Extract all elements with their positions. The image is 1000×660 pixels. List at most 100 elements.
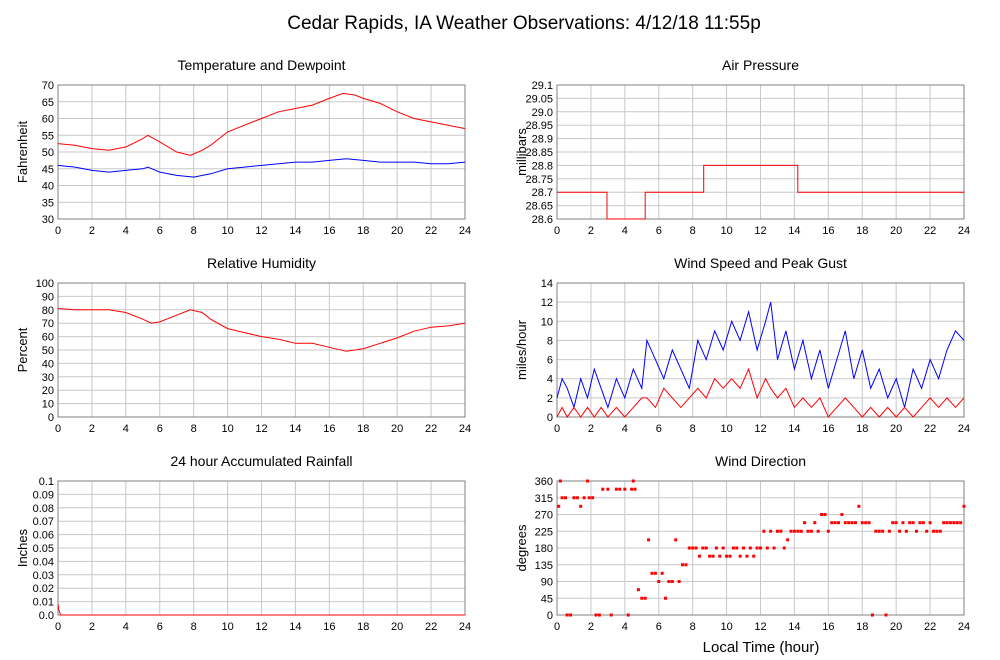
- wind-direction-point: [731, 546, 735, 550]
- wind-direction-point: [864, 521, 868, 525]
- wind-direction-point: [647, 538, 651, 542]
- x-tick-label: 16: [323, 621, 335, 633]
- y-tick-label: 0.09: [33, 489, 54, 501]
- x-tick-label: 2: [89, 621, 95, 633]
- wind-direction-point: [752, 554, 756, 558]
- y-tick-label: 0.07: [33, 516, 54, 528]
- x-tick-label: 8: [690, 423, 696, 435]
- wind-direction-point: [911, 521, 915, 525]
- x-tick-label: 4: [123, 621, 129, 633]
- x-tick-label: 18: [357, 225, 369, 237]
- wind-direction-point: [891, 521, 895, 525]
- y-tick-label: 29.1: [532, 80, 553, 92]
- wind-direction-point: [813, 521, 817, 525]
- x-tick-label: 16: [822, 423, 834, 435]
- x-tick-label: 10: [720, 225, 732, 237]
- x-tick-label: 22: [924, 621, 936, 633]
- x-tick-label: 6: [656, 621, 662, 633]
- wind-direction-point: [935, 529, 939, 533]
- wind-direction-point: [948, 521, 952, 525]
- y-tick-label: 35: [42, 197, 54, 209]
- x-tick-label: 12: [255, 423, 267, 435]
- x-tick-label: 6: [656, 423, 662, 435]
- wind-direction-point: [677, 580, 681, 583]
- wind-direction-point: [660, 571, 664, 575]
- wind-direction-point: [870, 613, 874, 617]
- wind-direction-point: [928, 521, 932, 525]
- x-tick-label: 6: [656, 225, 662, 237]
- wind-direction-point: [765, 546, 769, 550]
- y-tick-label: 80: [42, 305, 54, 317]
- x-tick-label: 20: [391, 225, 403, 237]
- wind-direction-point: [921, 521, 925, 525]
- x-tick-label: 12: [754, 423, 766, 435]
- wind-direction-point: [587, 496, 591, 500]
- x-tick-label: 2: [588, 621, 594, 633]
- x-tick-label: 12: [255, 225, 267, 237]
- wind-direction-point: [594, 613, 598, 617]
- wind-direction-point: [857, 504, 861, 508]
- y-tick-label: 50: [42, 147, 54, 159]
- y-tick-label: 0: [547, 610, 553, 622]
- wind-direction-point: [938, 529, 942, 533]
- wind-direction-point: [572, 496, 576, 500]
- x-tick-label: 10: [221, 621, 233, 633]
- wind-direction-point: [579, 504, 583, 508]
- wind-direction-point: [735, 546, 739, 550]
- wind-direction-point: [826, 529, 830, 533]
- wind-direction-point: [881, 529, 885, 533]
- wind-direction-point: [755, 546, 759, 550]
- wind-direction-point: [694, 546, 698, 550]
- x-tick-label: 8: [191, 225, 197, 237]
- wind-direction-point: [630, 487, 634, 491]
- y-axis-label: millibars: [514, 128, 529, 176]
- y-tick-label: 28.95: [525, 120, 553, 132]
- wind-direction-point: [789, 529, 793, 533]
- x-tick-label: 10: [221, 225, 233, 237]
- x-axis-label: Local Time (hour): [703, 639, 820, 656]
- wind-direction-point: [908, 521, 912, 525]
- y-tick-label: 70: [42, 80, 54, 92]
- x-tick-label: 18: [856, 225, 868, 237]
- x-tick-label: 18: [357, 621, 369, 633]
- y-tick-label: 100: [36, 278, 54, 290]
- y-axis-label: miles/hour: [514, 319, 529, 380]
- y-tick-label: 315: [535, 493, 553, 505]
- x-tick-label: 8: [191, 621, 197, 633]
- y-tick-label: 50: [42, 345, 54, 357]
- x-tick-label: 14: [788, 423, 800, 435]
- x-tick-label: 12: [754, 225, 766, 237]
- x-tick-label: 0: [554, 225, 560, 237]
- x-tick-label: 4: [123, 423, 129, 435]
- wind-direction-point: [779, 529, 783, 533]
- y-axis-label: Fahrenheit: [15, 121, 30, 184]
- x-tick-label: 8: [690, 621, 696, 633]
- x-tick-label: 14: [788, 225, 800, 237]
- wind-direction-point: [691, 546, 695, 550]
- wind-direction-point: [782, 546, 786, 550]
- wind-direction-point: [711, 554, 715, 558]
- wind-direction-point: [586, 479, 590, 483]
- x-tick-label: 6: [157, 423, 163, 435]
- wind-direction-point: [837, 521, 841, 525]
- wind-direction-point: [725, 554, 729, 558]
- wind-direction-point: [565, 613, 569, 617]
- x-tick-label: 22: [425, 621, 437, 633]
- x-tick-label: 16: [822, 225, 834, 237]
- x-tick-label: 0: [554, 621, 560, 633]
- y-tick-label: 28.65: [525, 201, 553, 213]
- wind-direction-point: [894, 521, 898, 525]
- wind-direction-point: [670, 580, 674, 583]
- wind-direction-point: [904, 529, 908, 533]
- rain-series-line-0: [57, 604, 465, 616]
- wind-direction-point: [833, 521, 837, 525]
- x-tick-label: 0: [554, 423, 560, 435]
- x-tick-label: 0: [55, 423, 61, 435]
- x-tick-label: 4: [622, 225, 628, 237]
- y-tick-label: 10: [42, 399, 54, 411]
- x-tick-label: 8: [690, 225, 696, 237]
- rainfall-chart: 0.00.010.020.030.040.050.060.070.080.090…: [15, 453, 471, 633]
